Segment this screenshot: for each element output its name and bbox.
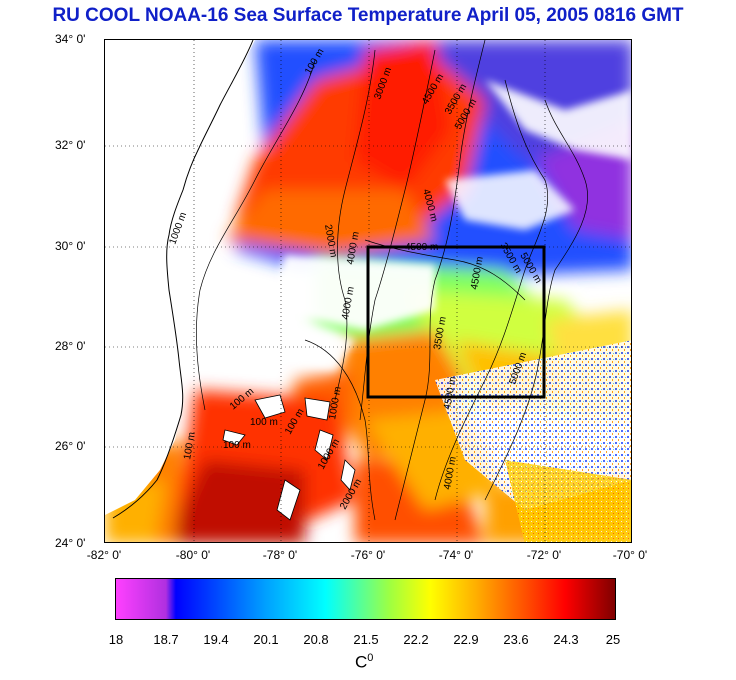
lon-label-70: -70° 0': [612, 548, 648, 562]
colorbar-tick: 24.3: [553, 632, 579, 647]
colorbar-gradient: [116, 579, 615, 619]
colorbar-tick: 22.9: [453, 632, 479, 647]
lat-label-24: 24° 0': [55, 536, 86, 550]
colorbar-tick: 23.6: [503, 632, 529, 647]
sst-field: [105, 40, 631, 542]
lon-label-80: -80° 0': [175, 548, 211, 562]
colorbar-tick: 20.1: [253, 632, 279, 647]
lon-label-82: -82° 0': [86, 548, 122, 562]
colorbar-tick: 19.4: [203, 632, 229, 647]
unit-text: C: [355, 652, 368, 672]
lat-label-32: 32° 0': [55, 138, 86, 152]
lat-label-26: 26° 0': [55, 439, 86, 453]
colorbar-tick: 18.7: [153, 632, 179, 647]
sst-map-canvas: 100 m 3000 m 4500 m 5000 m 4000 m 3500 m…: [105, 40, 631, 542]
lat-label-30: 30° 0': [55, 239, 86, 253]
lat-label-28: 28° 0': [55, 339, 86, 353]
contour-label: 100 m: [223, 440, 251, 451]
study-area-box: [366, 245, 546, 399]
map-title: RU COOL NOAA-16 Sea Surface Temperature …: [52, 5, 684, 26]
lon-label-74: -74° 0': [438, 548, 474, 562]
coastline: [112, 40, 254, 519]
lat-label-34: 34° 0': [55, 32, 86, 46]
colorbar-tick: 21.5: [353, 632, 379, 647]
lon-label-76: -76° 0': [350, 548, 386, 562]
colorbar-tick: 22.2: [403, 632, 429, 647]
colorbar-tick: 18: [108, 632, 124, 647]
colorbar: [115, 578, 616, 620]
contour-label: 100 m: [182, 431, 198, 460]
bathymetry-contours: [196, 40, 589, 521]
contour-label: 100 m: [250, 417, 278, 428]
colorbar-unit: C0: [355, 652, 373, 673]
lon-label-78: -78° 0': [262, 548, 298, 562]
colorbar-tick: 25: [605, 632, 621, 647]
unit-superscript: 0: [367, 652, 374, 664]
colorbar-tick: 20.8: [303, 632, 329, 647]
islands: [222, 394, 356, 521]
sst-map: 100 m 3000 m 4500 m 5000 m 4000 m 3500 m…: [104, 39, 632, 543]
lon-label-72: -72° 0': [526, 548, 562, 562]
